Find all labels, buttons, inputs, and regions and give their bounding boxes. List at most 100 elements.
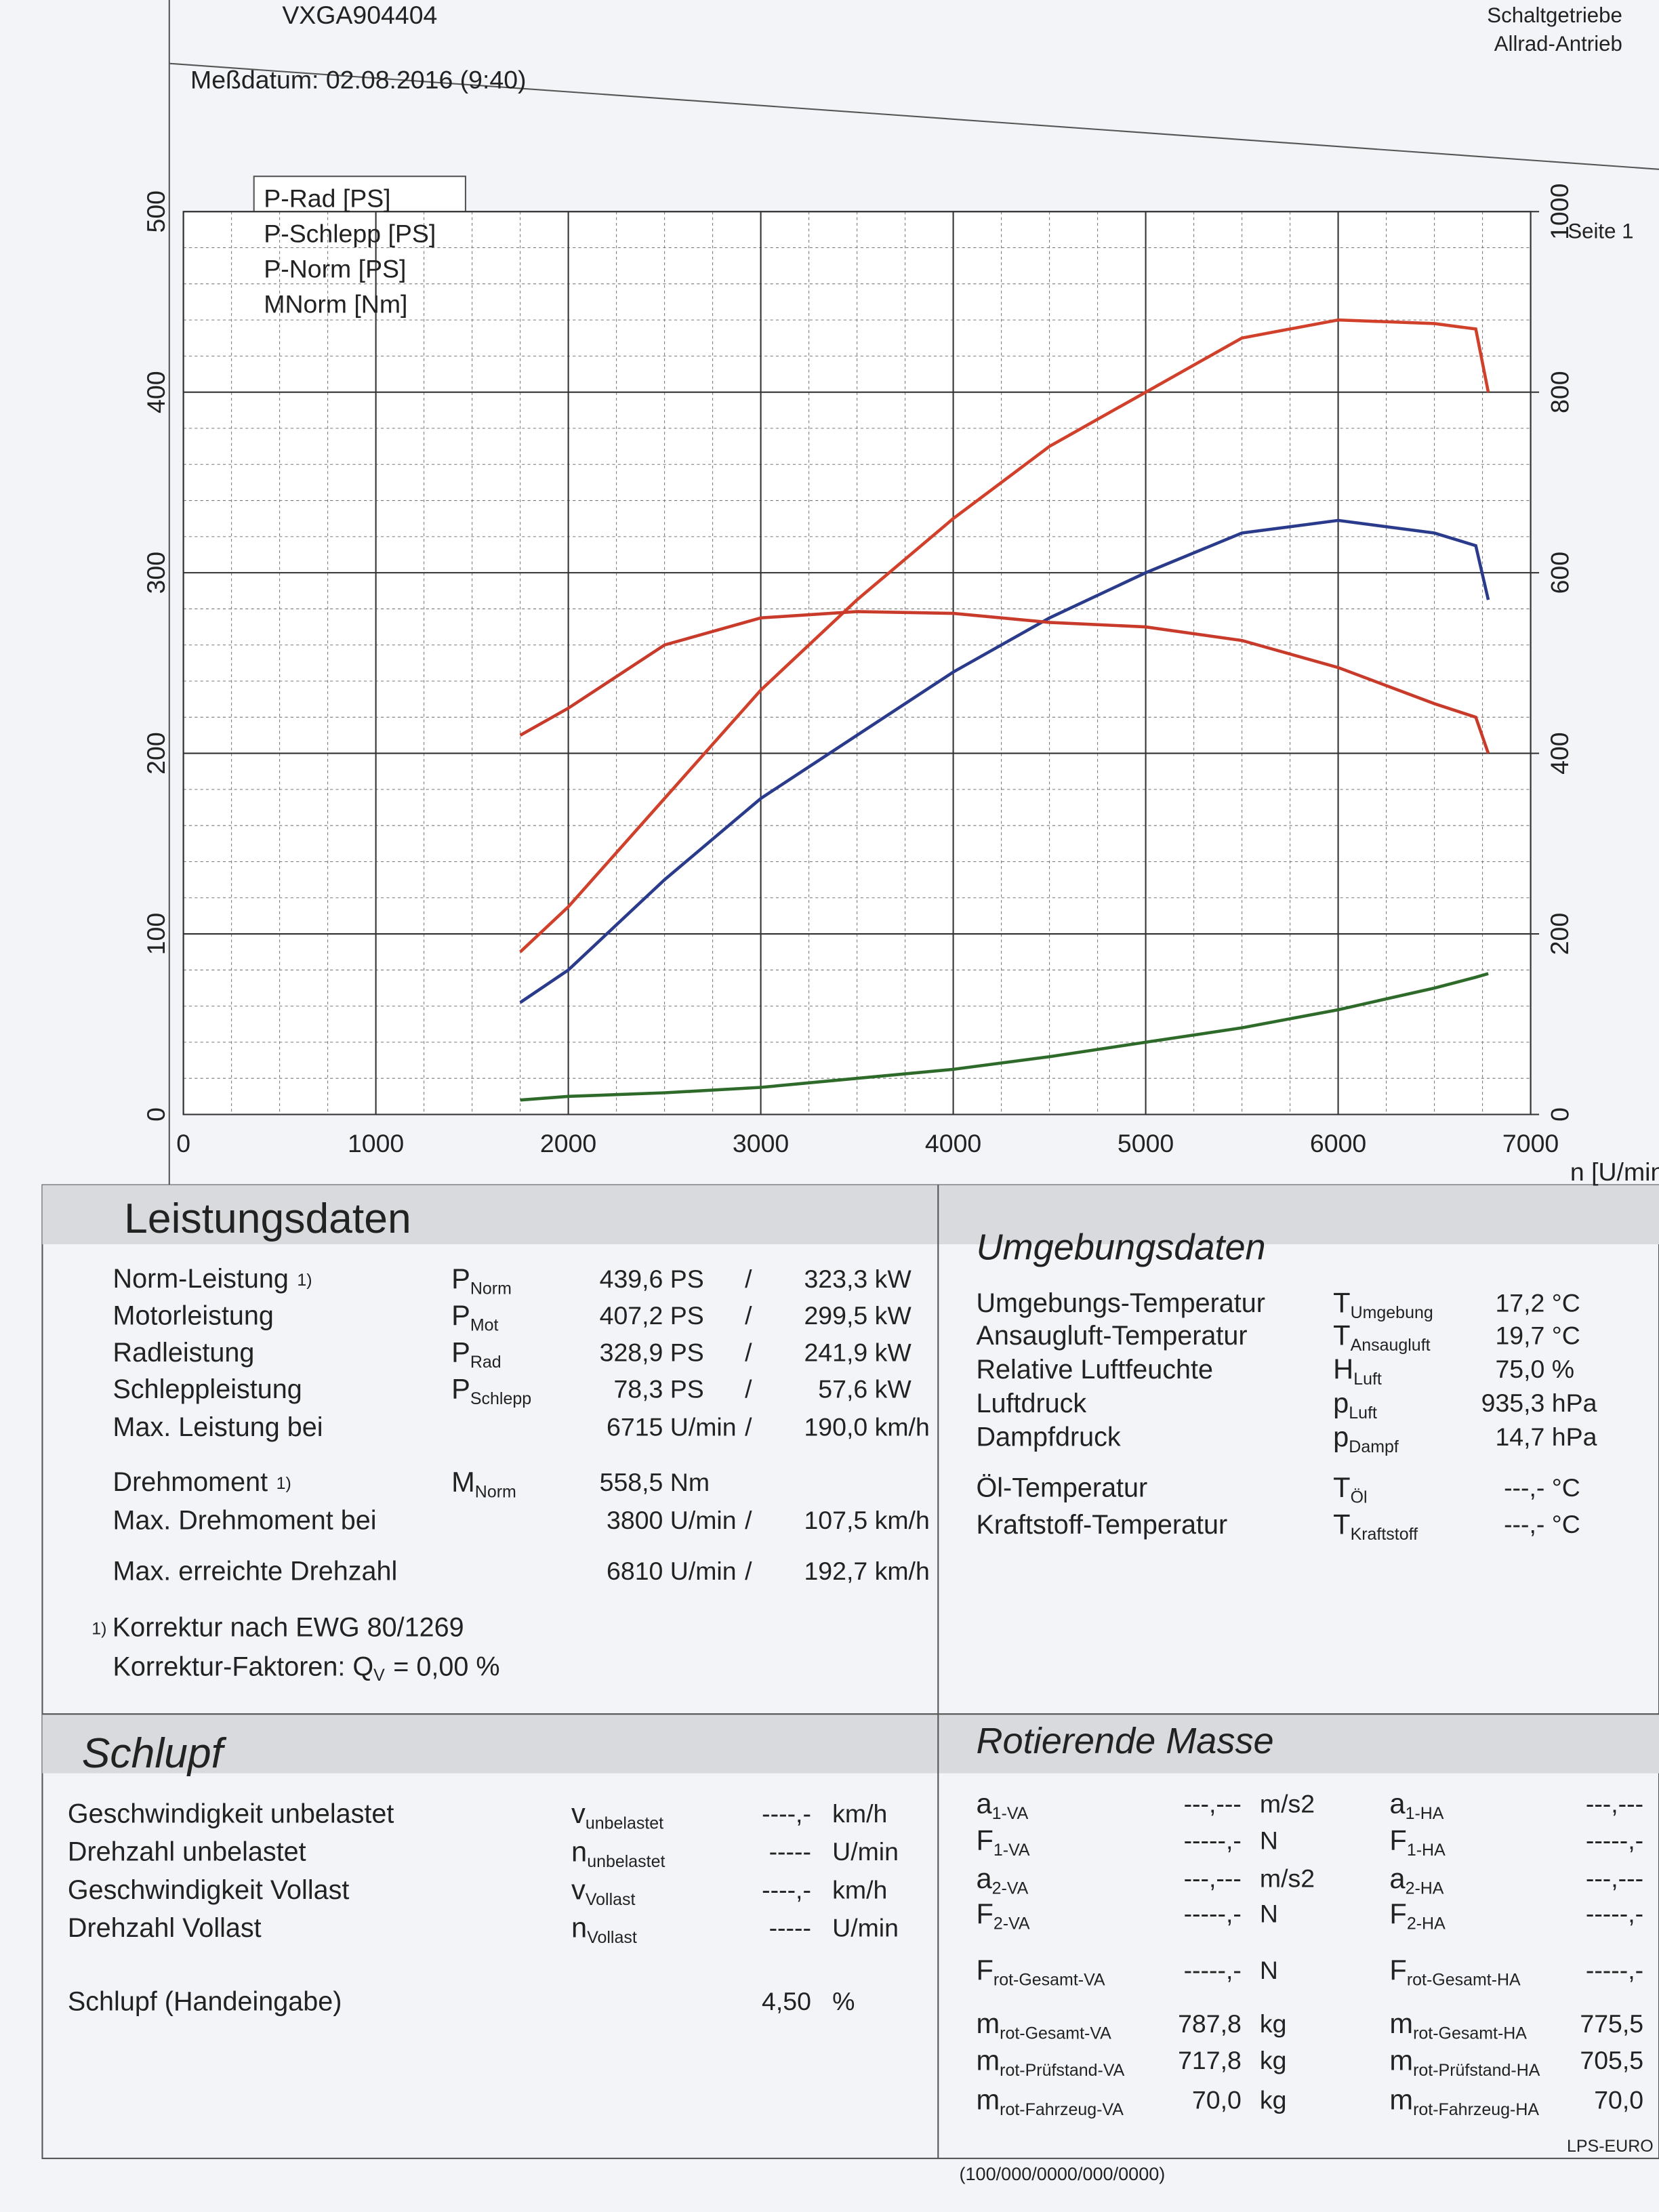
value: 107,5 (804, 1506, 867, 1534)
symbol-base: T (1333, 1508, 1350, 1540)
value: -----,- (1184, 1900, 1242, 1928)
y-tick-label: 400 (142, 371, 170, 413)
value: -----,- (1184, 1956, 1242, 1984)
symbol-base: a (976, 1787, 992, 1819)
symbol: TÖl (1333, 1471, 1367, 1507)
value: 75,0 (1495, 1355, 1544, 1383)
series-line (519, 610, 1490, 754)
y2-tick-label: 200 (1545, 913, 1574, 956)
value: 775,5 (1580, 2009, 1643, 2038)
symbol: a1-VA (976, 1787, 1028, 1822)
symbol: Frot-Gesamt-VA (976, 1954, 1105, 1989)
correction-factor: Korrektur-Faktoren: QV = 0,00 % (113, 1652, 500, 1685)
row-label-text: Norm-Leistung (113, 1265, 289, 1294)
value: ----- (769, 1914, 811, 1942)
value: 787,8 (1178, 2009, 1242, 2038)
separator: / (745, 1265, 752, 1293)
symbol: a2-VA (976, 1862, 1028, 1898)
value: 558,5 (600, 1468, 663, 1496)
value: ---,- (1504, 1473, 1544, 1502)
value: 190,0 (804, 1413, 867, 1441)
value: 57,6 (818, 1374, 867, 1403)
symbol-base: F (976, 1954, 993, 1986)
section-title: Rotierende Masse (976, 1721, 1273, 1761)
row-label: Öl-Temperatur (976, 1473, 1147, 1503)
symbol: F1-VA (976, 1824, 1029, 1860)
symbol: mrot-Gesamt-VA (976, 2007, 1111, 2043)
symbol: PSchlepp (451, 1372, 531, 1408)
separator: / (745, 1301, 752, 1330)
unit: kg (1260, 2086, 1287, 2114)
footer-brand: LPS-EURO (1567, 2137, 1654, 2156)
symbol-sub: rot-Fahrzeug-VA (1000, 2100, 1124, 2119)
unit: hPa (1552, 1422, 1597, 1451)
value: ----- (769, 1837, 811, 1866)
value: 328,9 (600, 1338, 663, 1366)
note-text: Korrektur nach EWG 80/1269 (112, 1613, 464, 1643)
unit: km/h (832, 1875, 887, 1904)
unit: km/h (832, 1799, 887, 1828)
value: 439,6 (600, 1265, 663, 1293)
symbol: PRad (451, 1336, 501, 1371)
y-tick-label: 300 (142, 552, 170, 594)
symbol-sub: rot-Prüfstand-HA (1413, 2060, 1540, 2079)
value: ---,- (1504, 1510, 1544, 1538)
x-tick-label: 5000 (1118, 1129, 1174, 1158)
separator: / (745, 1338, 752, 1366)
symbol-sub: rot-Gesamt-VA (994, 1970, 1105, 1989)
row-label: Max. Leistung bei (113, 1412, 323, 1442)
symbol-base: P (451, 1299, 470, 1331)
symbol-sub: Dampf (1349, 1437, 1399, 1456)
unit: hPa (1552, 1389, 1597, 1417)
section-bar (42, 1714, 1659, 1774)
unit: N (1260, 1900, 1278, 1928)
symbol-sub: 1-HA (1406, 1804, 1444, 1823)
symbol-sub: Schlepp (470, 1389, 531, 1408)
unit: PS (670, 1301, 704, 1330)
symbol-base: p (1333, 1420, 1349, 1452)
y2-tick-label: 600 (1545, 552, 1574, 594)
unit: N (1260, 1826, 1278, 1855)
value: ----,- (762, 1799, 811, 1828)
unit: kg (1260, 2046, 1287, 2074)
symbol-base: M (451, 1466, 475, 1498)
unit: m/s2 (1260, 1789, 1315, 1818)
correction-note: 1) Korrektur nach EWG 80/1269 (91, 1613, 464, 1643)
symbol: PMot (451, 1299, 498, 1334)
symbol-sub: rot-Fahrzeug-HA (1413, 2100, 1539, 2119)
symbol-base: a (1389, 1862, 1406, 1894)
value: ---,--- (1586, 1864, 1643, 1893)
value: ----,- (762, 1875, 811, 1904)
section-bar (42, 1185, 1659, 1244)
x-tick-label: 4000 (925, 1129, 981, 1158)
symbol-sub: Rad (470, 1352, 501, 1371)
symbol-sub: Luft (1349, 1403, 1377, 1422)
value: 70,0 (1192, 2086, 1242, 2114)
symbol-sub: rot-Gesamt-VA (1000, 2024, 1111, 2043)
symbol-base: m (976, 2084, 1000, 2116)
row-label: Kraftstoff-Temperatur (976, 1510, 1227, 1540)
symbol-base: T (1333, 1287, 1350, 1319)
unit: PS (670, 1338, 704, 1366)
symbol: mrot-Prüfstand-VA (976, 2044, 1124, 2079)
symbol-base: F (1389, 1954, 1406, 1986)
symbol: mrot-Prüfstand-HA (1389, 2044, 1540, 2079)
symbol: TAnsaugluft (1333, 1319, 1430, 1354)
symbol-base: F (1389, 1824, 1406, 1856)
symbol-sub: Mot (470, 1315, 499, 1334)
unit: % (832, 1987, 855, 2015)
x-tick-label: 3000 (733, 1129, 789, 1158)
section-title: Schlupf (82, 1729, 227, 1777)
value: 19,7 (1495, 1321, 1544, 1349)
row-label: Schleppleistung (113, 1374, 302, 1404)
unit: km/h (875, 1413, 930, 1441)
row-label: Schlupf (Handeingabe) (68, 1986, 342, 2016)
symbol-base: a (1389, 1787, 1406, 1819)
section-title: Leistungsdaten (124, 1195, 411, 1242)
symbol: vVollast (571, 1873, 635, 1908)
symbol-sub: Vollast (587, 1928, 637, 1947)
unit: km/h (875, 1557, 930, 1585)
symbol: F2-VA (976, 1898, 1029, 1933)
value: 6715 (607, 1413, 663, 1441)
